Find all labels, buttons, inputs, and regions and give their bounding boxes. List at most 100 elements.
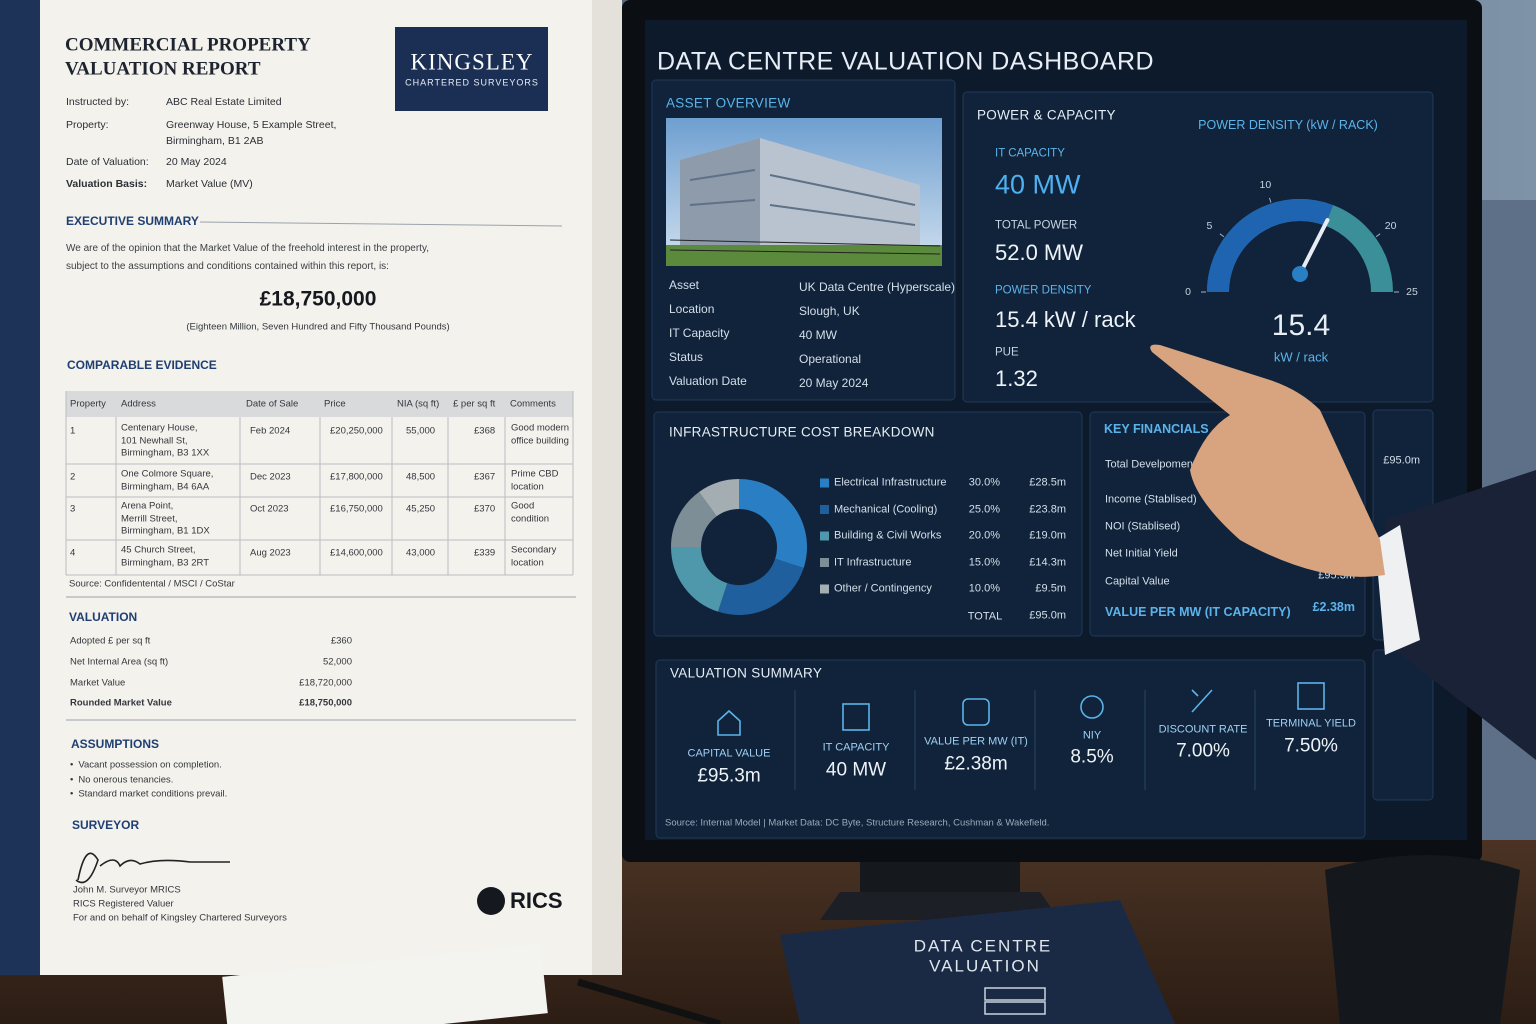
table-cell: Good <box>511 500 535 512</box>
table-cell: 55,000 <box>406 425 436 437</box>
gauge-tick-label: 25 <box>1406 285 1418 298</box>
assumption: Standard market conditions prevail. <box>70 789 227 799</box>
table-cell: £17,800,000 <box>330 471 383 483</box>
column-header: Date of Sale <box>246 398 299 410</box>
table-cell: 45 Church Street, <box>121 544 196 556</box>
table-cell: Birmingham, B3 1XX <box>121 447 210 459</box>
panel-heading: POWER & CAPACITY <box>977 107 1116 123</box>
logo-name: KINGSLEY <box>410 49 534 75</box>
table-cell: location <box>511 556 544 568</box>
metric-value: 40 MW <box>995 169 1081 200</box>
valuation-label: Net Internal Area (sq ft) <box>70 656 169 668</box>
book-title: DATA CENTRE <box>913 936 1053 956</box>
cost-share: 25.0% <box>968 503 1000 515</box>
table-cell: £14,600,000 <box>330 547 383 559</box>
section-heading: SURVEYOR <box>72 818 140 832</box>
valuation-label: Adopted £ per sq ft <box>70 635 151 647</box>
valuation-label: Rounded Market Value <box>70 697 172 709</box>
total-label: TOTAL <box>967 610 1003 623</box>
table-cell: 101 Newhall St, <box>121 434 188 446</box>
section-heading: ASSUMPTIONS <box>71 737 160 751</box>
panel-heading: KEY FINANCIALS <box>1104 421 1209 436</box>
summary-value: 8.5% <box>1070 746 1114 768</box>
table-cell: £339 <box>474 547 496 559</box>
cost-value: £19.0m <box>1029 529 1066 542</box>
summary-dividers <box>794 690 1256 790</box>
summary-label: IT CAPACITY <box>822 741 890 754</box>
gauge-value-arc <box>1207 199 1334 293</box>
section-heading: COMPARABLE EVIDENCE <box>67 358 217 372</box>
pen <box>577 978 721 1024</box>
summary-label: VALUE PER MW (IT) <box>924 735 1028 748</box>
table-cell: Feb 2024 <box>250 425 291 437</box>
table-cell: Birmingham, B1 1DX <box>121 525 210 537</box>
gauge-tick-label: 20 <box>1384 219 1397 232</box>
summary-label: CAPITAL VALUE <box>687 747 771 760</box>
column-header: Address <box>121 398 156 410</box>
gauge-needle <box>1298 218 1330 276</box>
summary-value: £2.38m <box>944 753 1008 775</box>
panel-heading: INFRASTRUCTURE COST BREAKDOWN <box>669 424 935 440</box>
detail-label: Date of Valuation: <box>66 155 149 168</box>
legend-swatch <box>820 531 829 541</box>
panel-heading: VALUATION SUMMARY <box>670 665 823 681</box>
column-header: Property <box>70 398 106 410</box>
summary-value: 7.50% <box>1284 735 1338 757</box>
table-source: Source: Confidentental / MSCI / CoStar <box>69 578 235 590</box>
cost-share: 20.0% <box>968 529 1000 542</box>
table-cell: £20,250,000 <box>330 425 383 437</box>
legend-label: Building & Civil Works <box>834 529 942 542</box>
table-cell: Aug 2023 <box>250 547 291 559</box>
table-cell: 1 <box>70 425 76 437</box>
metric-value: 52.0 MW <box>995 240 1084 265</box>
value-words: (Eighteen Million, Seven Hundred and Fif… <box>186 321 450 333</box>
column-header: NIA (sq ft) <box>397 398 440 410</box>
cost-value: £28.5m <box>1029 476 1066 489</box>
table-cell: One Colmore Square, <box>121 468 214 480</box>
asset-label: Valuation Date <box>669 374 747 388</box>
table-cell: 3 <box>70 503 76 515</box>
detail-value: ABC Real Estate Limited <box>166 95 282 108</box>
valuation-value: £18,720,000 <box>299 677 352 689</box>
financial-value: £95.0m <box>1383 454 1420 467</box>
section-heading: VALUATION <box>69 610 138 624</box>
cost-value: £14.3m <box>1029 556 1066 568</box>
summary-label: TERMINAL YIELD <box>1266 717 1356 730</box>
detail-value: 20 May 2024 <box>166 155 227 168</box>
surveyor-line: For and on behalf of Kingsley Chartered … <box>73 912 287 924</box>
table-cell: 43,000 <box>406 547 436 559</box>
panel-heading: ASSET OVERVIEW <box>666 95 791 111</box>
market-value: £18,750,000 <box>259 287 377 311</box>
financial-label: Income (Stablised) <box>1105 493 1197 506</box>
table-cell: 48,500 <box>406 471 436 483</box>
asset-label: Status <box>669 350 704 364</box>
book <box>780 900 1175 1024</box>
dashboard-title: DATA CENTRE VALUATION DASHBOARD <box>657 47 1155 76</box>
financial-value: £95.3m <box>1318 569 1355 582</box>
donut-segment <box>738 479 807 568</box>
table-cell: Centenary House, <box>121 422 198 434</box>
table-cell: £368 <box>474 425 496 437</box>
table-cell: 4 <box>70 547 76 559</box>
notepad <box>222 943 548 1024</box>
table-cell: 2 <box>70 471 76 483</box>
cost-share: 30.0% <box>968 476 1000 489</box>
hand <box>1150 344 1385 577</box>
cost-share: 15.0% <box>968 556 1000 568</box>
summary-text: subject to the assumptions and condition… <box>66 261 389 272</box>
donut-segment <box>671 491 718 548</box>
table-cell: Good modern <box>511 422 570 434</box>
table-cell: 45,250 <box>406 503 436 515</box>
asset-photo <box>666 118 942 266</box>
asset-value: 20 May 2024 <box>799 376 869 390</box>
table-cell: £370 <box>474 503 496 515</box>
donut-segment <box>699 479 740 517</box>
valuation-value: 52,000 <box>322 656 352 668</box>
summary-text: We are of the opinion that the Market Va… <box>66 243 429 254</box>
legend-swatch <box>820 478 829 488</box>
section-heading: EXECUTIVE SUMMARY <box>66 214 199 228</box>
legend-swatch <box>820 505 829 514</box>
report-title: COMMERCIAL PROPERTY <box>65 34 311 56</box>
summary-label: DISCOUNT RATE <box>1158 723 1248 736</box>
